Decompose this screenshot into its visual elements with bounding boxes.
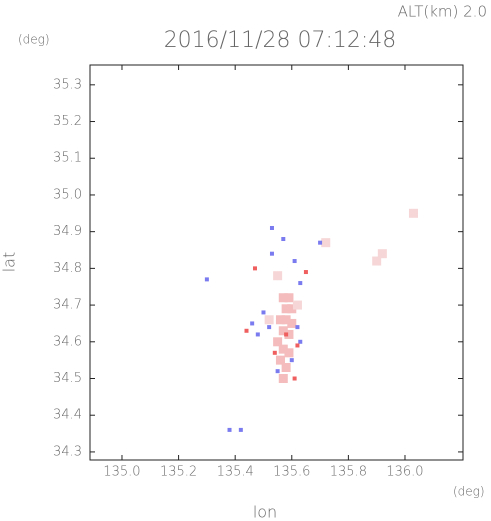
y-tick-label: 35.3 bbox=[53, 77, 82, 92]
y-tick-label: 34.7 bbox=[53, 298, 82, 313]
radar-echo bbox=[292, 300, 302, 310]
x-tick-label: 136.0 bbox=[386, 465, 423, 480]
radar-echo bbox=[284, 293, 294, 303]
radar-echo bbox=[269, 225, 274, 230]
radar-echo bbox=[281, 304, 291, 314]
radar-echo bbox=[295, 325, 300, 330]
x-tick-label: 135.4 bbox=[217, 465, 254, 480]
y-tick-label: 34.5 bbox=[53, 371, 82, 386]
radar-echo bbox=[284, 332, 289, 337]
radar-echo bbox=[377, 249, 387, 259]
y-tick-label: 35.0 bbox=[53, 187, 82, 202]
radar-echo bbox=[292, 376, 297, 381]
radar-echo bbox=[281, 237, 286, 242]
chart-title: 2016/11/28 07:12:48 bbox=[164, 28, 397, 53]
radar-echo bbox=[321, 238, 331, 248]
radar-echo bbox=[278, 374, 288, 384]
y-tick-label: 35.1 bbox=[53, 151, 82, 166]
x-axis-label: lon bbox=[253, 503, 277, 521]
radar-echo bbox=[318, 240, 323, 245]
y-tick-label: 34.6 bbox=[53, 334, 82, 349]
radar-echo bbox=[281, 362, 291, 372]
x-tick-label: 135.2 bbox=[160, 465, 197, 480]
y-tick-label: 35.2 bbox=[53, 114, 82, 129]
y-tick-label: 34.8 bbox=[53, 261, 82, 276]
x-tick-label: 135.8 bbox=[330, 465, 367, 480]
radar-echo bbox=[267, 325, 272, 330]
y-axis-label: lat bbox=[0, 252, 19, 273]
altitude-label: ALT(km) 2.0 bbox=[398, 3, 487, 21]
plot-area bbox=[204, 208, 418, 432]
x-unit: (deg) bbox=[453, 485, 485, 499]
radar-echo bbox=[292, 259, 297, 264]
radar-echo bbox=[287, 318, 297, 328]
radar-echo bbox=[281, 315, 291, 325]
radar-echo bbox=[273, 337, 283, 347]
y-tick-label: 34.3 bbox=[53, 444, 82, 459]
radar-echo bbox=[372, 256, 382, 266]
radar-echo bbox=[275, 315, 285, 325]
radar-echo bbox=[275, 369, 280, 374]
radar-echo bbox=[287, 304, 297, 314]
radar-echo bbox=[273, 271, 283, 281]
radar-echo bbox=[284, 329, 294, 339]
radar-echo bbox=[275, 355, 285, 365]
radar-echo bbox=[250, 321, 255, 326]
radar-echo bbox=[255, 332, 260, 337]
radar-echo bbox=[261, 310, 266, 315]
radar-echo bbox=[269, 251, 274, 256]
radar-echo bbox=[272, 350, 277, 355]
x-tick-label: 135.0 bbox=[103, 465, 140, 480]
radar-echo bbox=[244, 328, 249, 333]
y-unit: (deg) bbox=[18, 33, 50, 47]
radar-echo bbox=[284, 348, 294, 358]
plot-frame bbox=[89, 64, 464, 461]
y-tick-label: 34.4 bbox=[53, 408, 82, 423]
radar-echo bbox=[278, 293, 288, 303]
radar-echo bbox=[278, 326, 288, 336]
radar-echo bbox=[298, 281, 303, 286]
radar-echo bbox=[408, 208, 418, 218]
radar-echo bbox=[298, 339, 303, 344]
radar-echo bbox=[278, 344, 288, 354]
radar-echo bbox=[204, 277, 209, 282]
radar-echo bbox=[227, 427, 232, 432]
y-tick-label: 34.9 bbox=[53, 224, 82, 239]
radar-echo bbox=[295, 343, 300, 348]
radar-echo bbox=[289, 358, 294, 363]
radar-echo bbox=[252, 266, 257, 271]
x-tick-label: 135.6 bbox=[273, 465, 310, 480]
radar-echo bbox=[264, 315, 274, 325]
radar-echo bbox=[303, 270, 308, 275]
radar-echo bbox=[238, 427, 243, 432]
